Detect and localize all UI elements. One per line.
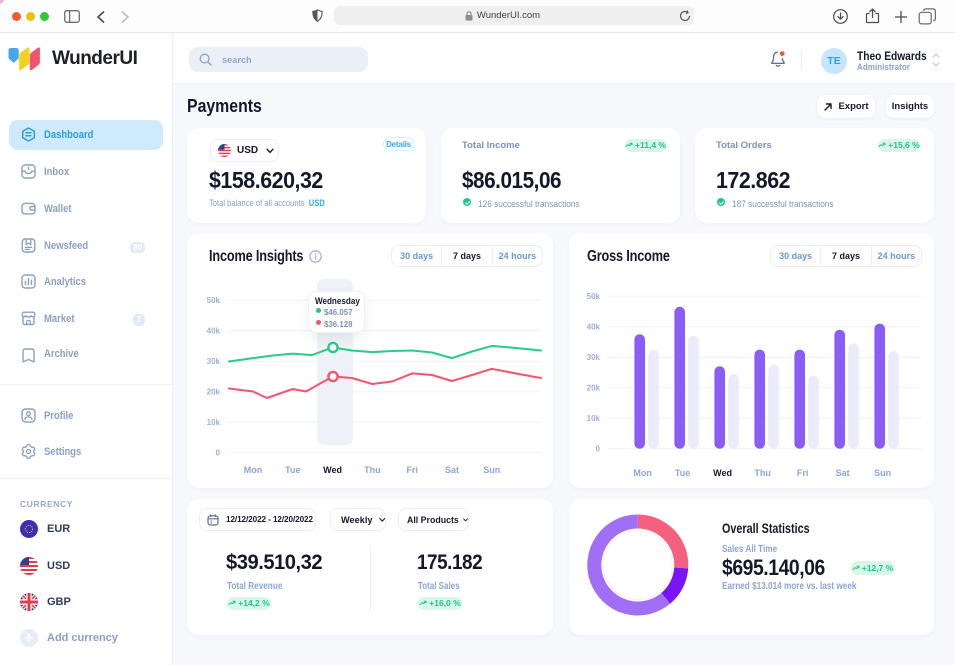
svg-text:40k: 40k bbox=[587, 323, 601, 332]
svg-text:10k: 10k bbox=[587, 414, 601, 423]
svg-text:Fri: Fri bbox=[406, 465, 418, 475]
svg-text:0: 0 bbox=[596, 445, 601, 454]
svg-text:Mon: Mon bbox=[244, 465, 263, 475]
svg-text:30k: 30k bbox=[207, 357, 221, 366]
svg-text:Thu: Thu bbox=[364, 465, 381, 475]
svg-text:30k: 30k bbox=[587, 353, 601, 362]
svg-text:Sat: Sat bbox=[445, 465, 459, 475]
svg-text:Wed: Wed bbox=[713, 468, 732, 478]
svg-text:10k: 10k bbox=[207, 418, 221, 427]
svg-text:Thu: Thu bbox=[754, 468, 771, 478]
svg-text:Wed: Wed bbox=[323, 465, 342, 475]
svg-text:Sun: Sun bbox=[874, 468, 891, 478]
svg-text:40k: 40k bbox=[207, 327, 221, 336]
svg-text:50k: 50k bbox=[207, 296, 221, 305]
svg-text:0: 0 bbox=[216, 449, 221, 458]
svg-text:Tue: Tue bbox=[285, 465, 300, 475]
svg-text:20k: 20k bbox=[207, 388, 221, 397]
svg-text:Fri: Fri bbox=[797, 468, 809, 478]
svg-text:50k: 50k bbox=[587, 292, 601, 301]
svg-text:Sun: Sun bbox=[483, 465, 500, 475]
svg-text:Sat: Sat bbox=[836, 468, 850, 478]
svg-text:Tue: Tue bbox=[675, 468, 690, 478]
svg-text:20k: 20k bbox=[587, 384, 601, 393]
svg-text:Mon: Mon bbox=[633, 468, 652, 478]
